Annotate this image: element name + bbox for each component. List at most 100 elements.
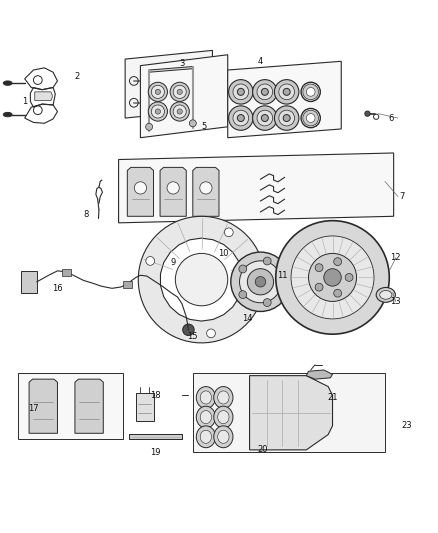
Text: 9: 9: [170, 257, 176, 266]
Circle shape: [239, 290, 247, 298]
Circle shape: [170, 82, 189, 101]
Circle shape: [167, 182, 179, 194]
Ellipse shape: [279, 110, 294, 126]
Polygon shape: [119, 153, 394, 223]
Circle shape: [207, 329, 215, 338]
Circle shape: [255, 277, 266, 287]
Text: 18: 18: [150, 391, 161, 400]
Text: 17: 17: [28, 404, 39, 413]
Polygon shape: [228, 61, 341, 138]
Circle shape: [177, 89, 182, 94]
Ellipse shape: [214, 386, 233, 408]
Bar: [136, 393, 153, 422]
Circle shape: [148, 82, 167, 101]
Ellipse shape: [233, 110, 249, 126]
Ellipse shape: [275, 106, 299, 130]
Ellipse shape: [196, 386, 215, 408]
Text: 5: 5: [201, 122, 206, 131]
Polygon shape: [250, 376, 332, 450]
Ellipse shape: [306, 87, 315, 96]
Circle shape: [334, 289, 342, 297]
Circle shape: [315, 283, 323, 291]
Ellipse shape: [303, 84, 318, 100]
Ellipse shape: [253, 106, 277, 130]
Polygon shape: [29, 379, 57, 433]
Ellipse shape: [237, 88, 244, 95]
Circle shape: [151, 105, 164, 118]
Ellipse shape: [229, 106, 253, 130]
Circle shape: [365, 111, 370, 116]
Circle shape: [189, 120, 196, 127]
Ellipse shape: [303, 110, 318, 126]
Circle shape: [177, 109, 182, 114]
Text: 6: 6: [389, 114, 394, 123]
Text: 20: 20: [258, 446, 268, 454]
Ellipse shape: [283, 115, 290, 122]
Circle shape: [279, 278, 286, 286]
Circle shape: [345, 273, 353, 281]
Ellipse shape: [200, 410, 212, 424]
Ellipse shape: [380, 290, 392, 299]
Circle shape: [276, 221, 389, 334]
Text: 14: 14: [242, 314, 253, 324]
Circle shape: [146, 256, 155, 265]
Text: 11: 11: [277, 271, 288, 280]
Ellipse shape: [218, 430, 229, 443]
Ellipse shape: [189, 99, 196, 106]
Circle shape: [315, 264, 323, 272]
Circle shape: [151, 85, 164, 99]
Text: 21: 21: [327, 393, 338, 402]
Circle shape: [291, 236, 374, 319]
Circle shape: [308, 253, 357, 302]
Ellipse shape: [253, 79, 277, 104]
Polygon shape: [35, 92, 52, 101]
Polygon shape: [193, 167, 219, 216]
Bar: [21, 271, 37, 293]
Ellipse shape: [306, 114, 315, 123]
Ellipse shape: [218, 391, 229, 404]
Ellipse shape: [214, 426, 233, 448]
Circle shape: [263, 298, 271, 306]
Text: 16: 16: [52, 284, 63, 293]
Ellipse shape: [261, 115, 268, 122]
Text: 15: 15: [187, 332, 198, 341]
Polygon shape: [127, 167, 153, 216]
Ellipse shape: [283, 88, 290, 95]
Bar: [123, 281, 132, 288]
Circle shape: [334, 258, 342, 265]
Bar: [62, 269, 71, 276]
Polygon shape: [138, 216, 259, 343]
Polygon shape: [149, 67, 193, 72]
Text: 13: 13: [391, 297, 401, 306]
Text: 4: 4: [258, 57, 263, 66]
Circle shape: [155, 109, 160, 114]
Text: 10: 10: [218, 249, 229, 258]
Circle shape: [200, 182, 212, 194]
Circle shape: [324, 269, 341, 286]
Polygon shape: [160, 167, 186, 216]
Text: 12: 12: [391, 253, 401, 262]
Circle shape: [148, 102, 167, 121]
Text: 23: 23: [402, 422, 412, 430]
Ellipse shape: [214, 406, 233, 428]
Ellipse shape: [200, 430, 212, 443]
Circle shape: [231, 252, 290, 311]
Polygon shape: [75, 379, 103, 433]
Ellipse shape: [196, 406, 215, 428]
Circle shape: [247, 269, 274, 295]
Ellipse shape: [279, 84, 294, 100]
Circle shape: [134, 182, 147, 194]
Circle shape: [155, 89, 160, 94]
Circle shape: [224, 228, 233, 237]
Ellipse shape: [229, 79, 253, 104]
Circle shape: [175, 253, 228, 306]
Circle shape: [173, 105, 186, 118]
Ellipse shape: [218, 410, 229, 424]
Polygon shape: [141, 55, 228, 138]
Ellipse shape: [261, 88, 268, 95]
Polygon shape: [306, 370, 332, 379]
Ellipse shape: [376, 287, 396, 302]
Text: 3: 3: [179, 59, 184, 68]
Ellipse shape: [4, 81, 12, 85]
Circle shape: [173, 85, 186, 99]
